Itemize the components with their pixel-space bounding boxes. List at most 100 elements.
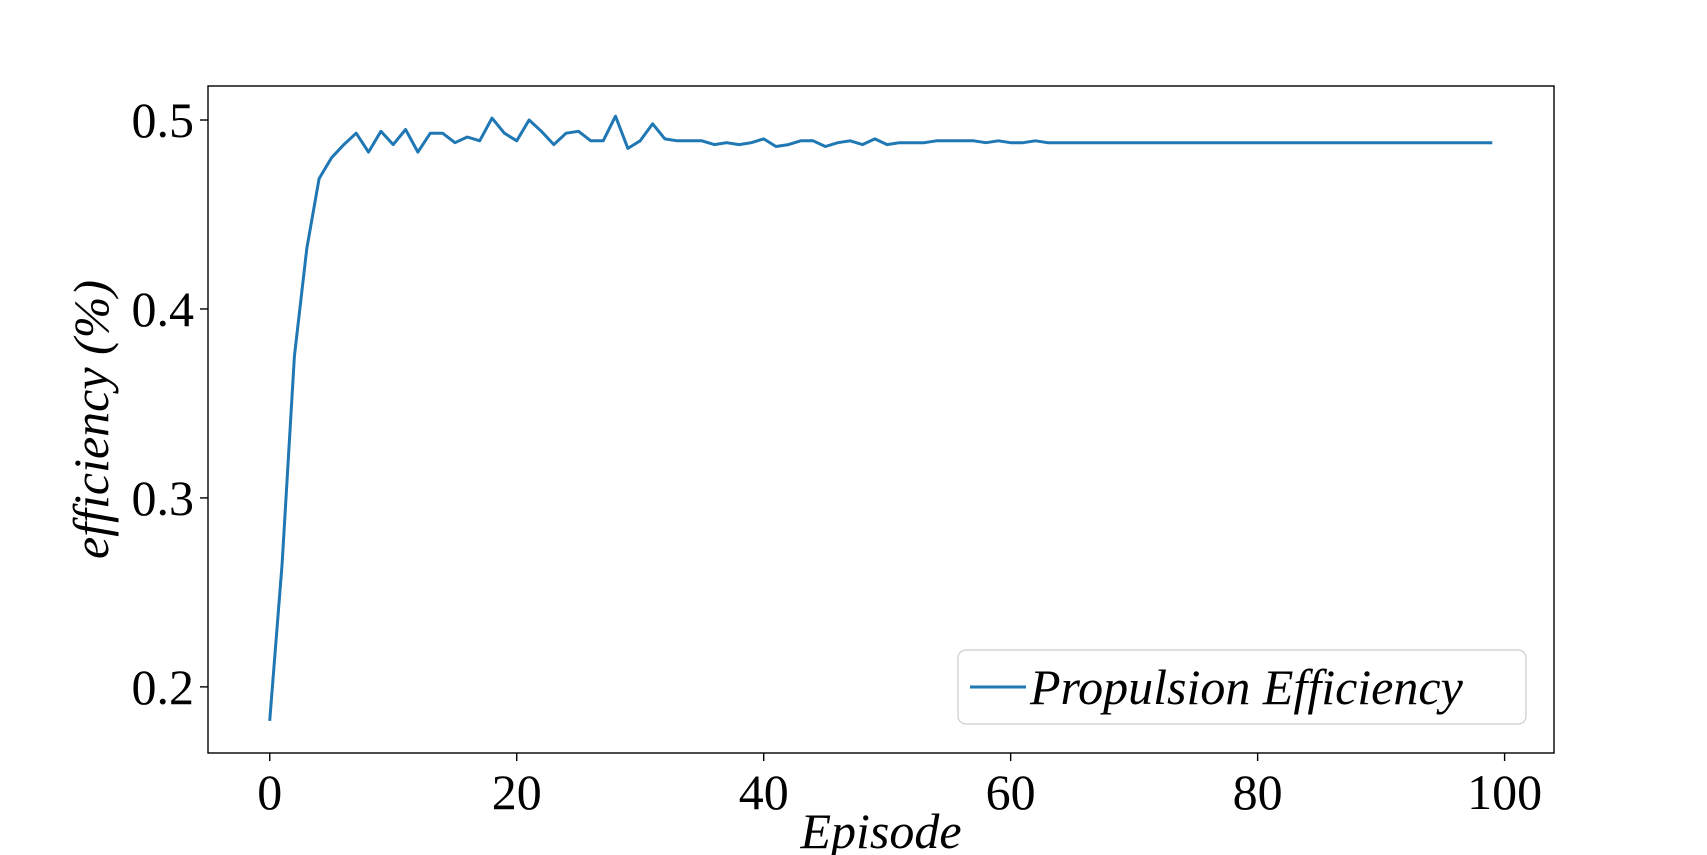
y-tick-label: 0.3 xyxy=(132,470,195,526)
data-point xyxy=(725,141,728,144)
data-point xyxy=(429,132,432,135)
data-point xyxy=(700,139,703,142)
data-point xyxy=(1194,141,1197,144)
data-point xyxy=(663,137,666,140)
data-point xyxy=(972,139,975,142)
data-point xyxy=(1478,141,1481,144)
data-point xyxy=(503,132,506,135)
data-point xyxy=(1293,141,1296,144)
data-point xyxy=(947,139,950,142)
data-point xyxy=(1281,141,1284,144)
data-point xyxy=(1491,141,1494,144)
data-point xyxy=(379,130,382,133)
x-tick-label: 0 xyxy=(257,764,282,820)
data-point xyxy=(762,137,765,140)
data-point xyxy=(1096,141,1099,144)
data-point xyxy=(1157,141,1160,144)
data-point xyxy=(1182,141,1185,144)
data-point xyxy=(318,177,321,180)
data-point xyxy=(812,139,815,142)
data-point xyxy=(454,141,457,144)
data-point xyxy=(1231,141,1234,144)
x-axis-ticks: 0 20 40 60 80 100 xyxy=(257,753,1542,820)
data-point xyxy=(404,128,407,131)
data-point xyxy=(1367,141,1370,144)
data-point xyxy=(836,141,839,144)
data-point xyxy=(1009,141,1012,144)
data-point xyxy=(1083,141,1086,144)
x-axis-label: Episode xyxy=(799,803,961,855)
data-point xyxy=(738,143,741,146)
data-point xyxy=(466,136,469,139)
data-point xyxy=(342,143,345,146)
data-point xyxy=(1392,141,1395,144)
y-axis-ticks: 0.2 0.3 0.4 0.5 xyxy=(132,92,208,715)
data-point xyxy=(639,139,642,142)
data-point xyxy=(1059,141,1062,144)
x-tick-label: 100 xyxy=(1467,764,1542,820)
data-point xyxy=(1022,141,1025,144)
data-point xyxy=(886,143,889,146)
data-point xyxy=(688,139,691,142)
data-point xyxy=(1256,141,1259,144)
data-point xyxy=(626,147,629,150)
data-point xyxy=(478,139,481,142)
y-tick-label: 0.4 xyxy=(132,281,195,337)
data-point xyxy=(713,143,716,146)
data-point xyxy=(1034,139,1037,142)
legend-label: Propulsion Efficiency xyxy=(1029,659,1464,715)
data-point xyxy=(1108,141,1111,144)
y-tick-label: 0.2 xyxy=(132,659,195,715)
data-point xyxy=(416,151,419,154)
x-tick-label: 80 xyxy=(1233,764,1283,820)
data-point xyxy=(1454,141,1457,144)
data-point xyxy=(873,137,876,140)
data-point xyxy=(540,130,543,133)
data-point xyxy=(898,141,901,144)
data-point xyxy=(1071,141,1074,144)
data-point xyxy=(1046,141,1049,144)
data-point xyxy=(824,145,827,148)
data-point xyxy=(577,130,580,133)
data-point xyxy=(281,563,284,566)
data-point xyxy=(1269,141,1272,144)
data-point xyxy=(1355,141,1358,144)
data-point xyxy=(330,156,333,159)
data-point xyxy=(305,247,308,250)
series-line-0 xyxy=(268,114,1493,722)
data-point xyxy=(293,355,296,358)
data-point xyxy=(1404,141,1407,144)
data-point xyxy=(910,141,913,144)
y-axis-label: efficiency (%) xyxy=(63,280,119,559)
data-point xyxy=(651,122,654,125)
data-point xyxy=(1441,141,1444,144)
data-point xyxy=(750,141,753,144)
data-point xyxy=(268,719,271,722)
data-point xyxy=(1330,141,1333,144)
data-point xyxy=(985,141,988,144)
data-point xyxy=(1207,141,1210,144)
data-point xyxy=(1120,141,1123,144)
data-point xyxy=(589,139,592,142)
data-point xyxy=(861,143,864,146)
data-point xyxy=(441,132,444,135)
data-point xyxy=(515,139,518,142)
data-point xyxy=(1306,141,1309,144)
x-tick-label: 20 xyxy=(492,764,542,820)
data-point xyxy=(602,139,605,142)
plot-frame xyxy=(207,85,1555,754)
data-point xyxy=(799,139,802,142)
data-point xyxy=(1133,141,1136,144)
data-point xyxy=(1380,141,1383,144)
data-point xyxy=(923,141,926,144)
data-point xyxy=(960,139,963,142)
data-point xyxy=(676,139,679,142)
data-point xyxy=(1170,141,1173,144)
data-point xyxy=(775,145,778,148)
data-point xyxy=(849,139,852,142)
data-point xyxy=(1429,141,1432,144)
legend-box xyxy=(957,649,1527,725)
data-point xyxy=(565,132,568,135)
x-tick-label: 60 xyxy=(986,764,1036,820)
